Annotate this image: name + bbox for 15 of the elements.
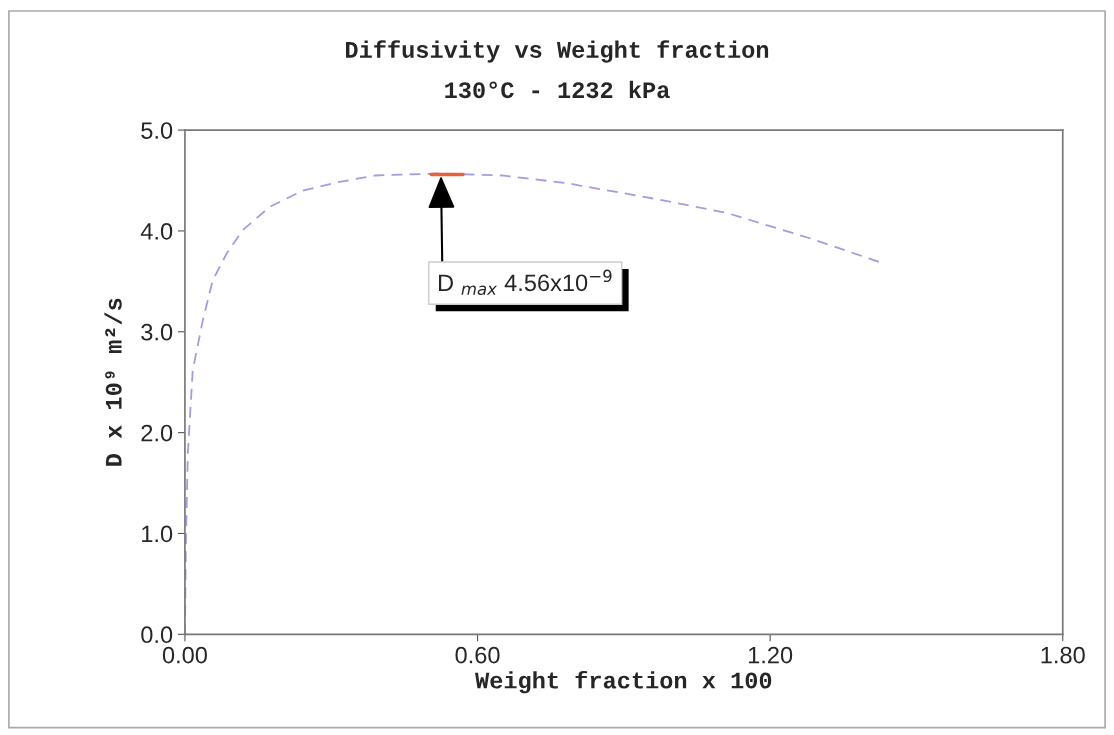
y-tick-label: 3.0: [141, 323, 173, 341]
y-tick-label: 1.0: [142, 525, 173, 543]
y-tick-label: 4.0: [140, 223, 173, 240]
y-axis-title: D x 10⁹ m²/s: [104, 298, 122, 466]
annotation: D $_{max}$ 4.56x10$^{−9}$: [438, 269, 612, 296]
x-tick-label: 0.00: [162, 646, 207, 664]
chart-title: Diffusivity vs Weight fraction: [346, 40, 769, 63]
x-axis-title: Weight fraction x 100: [475, 670, 772, 694]
x-tick-label: 1.20: [748, 646, 793, 664]
y-tick-label: 5.0: [141, 122, 173, 139]
chart-subtitle: 130°C - 1232 kPa: [445, 80, 670, 99]
y-tick-label: 2.0: [141, 424, 173, 442]
x-tick-label: 0.60: [455, 646, 500, 664]
x-tick-label: 1.80: [1041, 646, 1085, 664]
y-tick-label: 0.0: [141, 626, 173, 644]
